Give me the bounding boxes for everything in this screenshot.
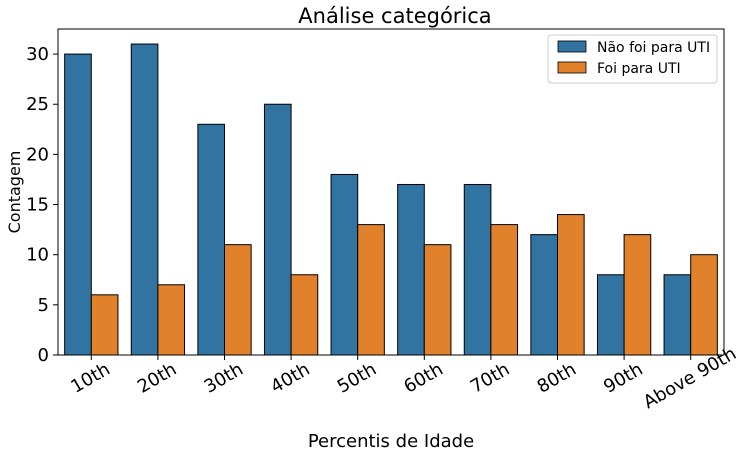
legend-label-foi-para-uti: Foi para UTI [597,61,681,77]
bar-nao-foi-para-uti-30th [197,123,225,356]
x-tick-label: 10th [67,359,113,398]
bar-nao-foi-para-uti-50th [330,173,359,356]
x-tick-label: 60th [400,359,446,398]
bar-foi-para-uti-90th [623,234,652,356]
y-axis-label: Contagem [5,151,24,234]
bar-foi-para-uti-70th [490,224,519,356]
bar-nao-foi-para-uti-80th [530,234,558,356]
bar-nao-foi-para-uti-10th [64,53,92,356]
chart-title: Análise categórica [298,4,491,28]
y-tick-label: 10 [26,245,49,266]
x-tick-label: 40th [267,359,313,398]
bar-foi-para-uti-10th [90,294,119,356]
bar-nao-foi-para-uti-40th [263,103,292,356]
x-axis-label: Percentis de Idade [308,431,474,452]
legend-swatch-nao-foi-para-uti [557,40,587,53]
legend-box [547,34,718,84]
bar-foi-para-uti-30th [224,244,252,356]
y-tick-label: 0 [38,345,49,366]
x-tick-label: 50th [334,359,380,398]
legend-swatch-foi-para-uti [557,61,587,74]
bar-nao-foi-para-uti-70th [463,183,492,356]
y-tick-label: 20 [26,144,49,165]
y-tick-label: 15 [26,195,49,216]
bar-foi-para-uti-60th [423,244,452,356]
x-tick-label: 20th [134,359,180,398]
bar-foi-para-uti-20th [157,284,186,356]
bar-nao-foi-para-uti-20th [130,43,159,356]
bars [64,43,718,356]
bar-nao-foi-para-uti-60th [397,183,425,356]
legend: Não foi para UTI Foi para UTI [547,34,718,84]
legend-label-nao-foi-para-uti: Não foi para UTI [597,40,710,56]
bar-nao-foi-para-uti-90th [596,274,625,356]
bar-foi-para-uti-50th [357,224,385,356]
x-tick-label: 90th [600,359,646,398]
x-tick-label: 70th [467,359,513,398]
bar-foi-para-uti-above-90th [690,254,718,356]
x-tick-label: 80th [534,359,580,398]
y-tick-label: 25 [26,94,49,115]
plot-frame [57,28,725,356]
x-tick-label: 30th [201,359,247,398]
y-tick-label: 5 [38,295,49,316]
bar-foi-para-uti-80th [557,214,585,356]
bar-nao-foi-para-uti-above-90th [663,274,692,356]
y-axis: 0 5 10 15 20 25 30 [26,44,58,366]
bar-foi-para-uti-40th [290,274,319,356]
y-tick-label: 30 [26,44,49,65]
